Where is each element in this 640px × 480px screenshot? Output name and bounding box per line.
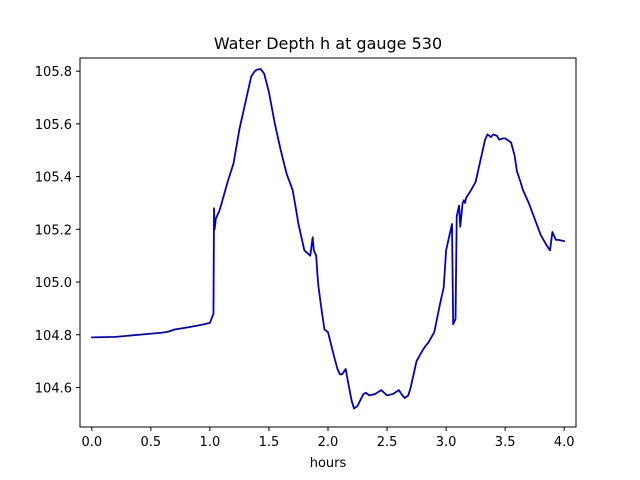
y-tick-label: 105.4 bbox=[35, 171, 72, 186]
x-tick-label: 0.5 bbox=[141, 435, 162, 450]
y-tick-label: 105.0 bbox=[35, 276, 72, 291]
series-line bbox=[90, 68, 566, 410]
plot-frame bbox=[79, 57, 577, 428]
y-tick-label: 105.2 bbox=[35, 223, 72, 238]
series-layer bbox=[90, 68, 566, 410]
x-tick-label: 2.5 bbox=[377, 435, 398, 450]
y-tick-label: 105.8 bbox=[35, 65, 72, 80]
y-tick-label: 105.6 bbox=[35, 118, 72, 133]
x-tick-label: 3.0 bbox=[436, 435, 457, 450]
x-tick-label: 2.0 bbox=[318, 435, 339, 450]
x-tick-label: 0.0 bbox=[81, 435, 102, 450]
y-axis: 104.6 104.8 105.0 105.2 105.4 105.6 105.8 bbox=[35, 65, 80, 396]
x-tick-label: 3.5 bbox=[495, 435, 516, 450]
x-tick-label: 4.0 bbox=[554, 435, 575, 450]
x-axis: 0.0 0.5 1.0 1.5 2.0 2.5 3.0 3.5 4.0 bbox=[81, 427, 575, 450]
chart-title: Water Depth h at gauge 530 bbox=[214, 34, 442, 53]
x-tick-label: 1.5 bbox=[259, 435, 280, 450]
y-tick-label: 104.6 bbox=[35, 381, 72, 396]
x-tick-label: 1.0 bbox=[200, 435, 221, 450]
y-tick-label: 104.8 bbox=[35, 329, 72, 344]
x-axis-label: hours bbox=[310, 456, 347, 471]
